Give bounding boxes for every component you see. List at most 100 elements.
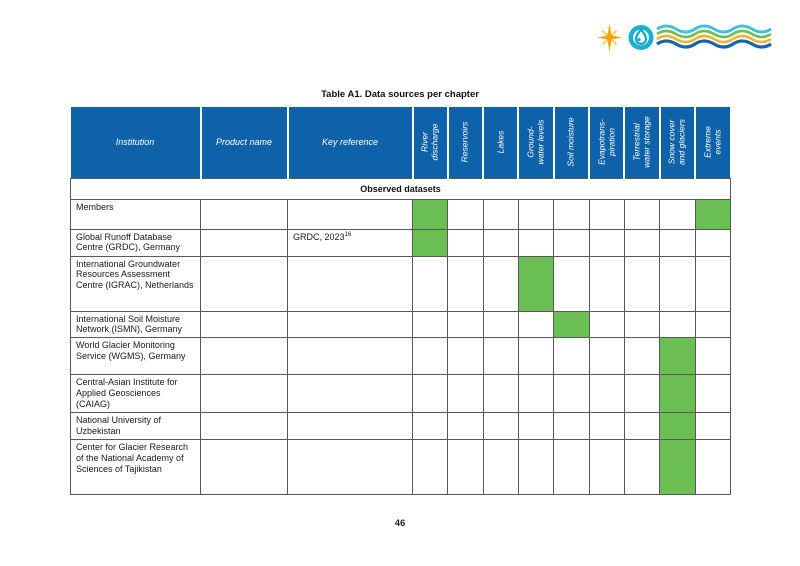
report-logo — [597, 23, 772, 52]
water-drop-icon — [628, 25, 654, 50]
table-row: Central-Asian Institute for Applied Geos… — [70, 374, 731, 414]
dataset-mark-cell — [553, 310, 590, 339]
empty-mark-cell — [447, 255, 484, 312]
empty-mark-cell — [517, 310, 555, 339]
empty-mark-cell — [588, 439, 625, 496]
key-reference-cell — [287, 255, 413, 312]
empty-mark-cell — [411, 310, 449, 339]
empty-mark-cell — [482, 412, 519, 441]
key-reference-cell — [287, 198, 413, 230]
column-header-rotated: Extreme events — [694, 107, 731, 178]
institution-cell: National University of Uzbekistan — [70, 412, 201, 441]
empty-mark-cell — [517, 228, 555, 257]
empty-mark-cell — [447, 439, 484, 496]
empty-mark-cell — [447, 228, 484, 257]
institution-cell: International Soil Moisture Network (ISM… — [70, 310, 201, 339]
empty-mark-cell — [694, 255, 731, 312]
empty-mark-cell — [588, 255, 625, 312]
column-header-rotated: Terrestrial water storage — [623, 107, 660, 178]
empty-mark-cell — [411, 374, 449, 414]
table-container: Institution Product name Key reference R… — [70, 107, 731, 496]
empty-mark-cell — [623, 337, 661, 376]
empty-mark-cell — [694, 439, 731, 496]
empty-mark-cell — [447, 337, 484, 376]
column-header-key-reference: Key reference — [286, 107, 413, 178]
table-row: Center for Glacier Research of the Natio… — [70, 439, 731, 496]
section-label: Observed datasets — [70, 177, 731, 200]
empty-mark-cell — [517, 337, 555, 376]
institution-cell: Members — [70, 198, 201, 230]
product-name-cell — [200, 374, 288, 414]
institution-cell: International Groundwater Resources Asse… — [70, 255, 201, 312]
empty-mark-cell — [623, 310, 661, 339]
column-header-product-name: Product name — [199, 107, 288, 178]
empty-mark-cell — [659, 310, 696, 339]
star-sparkle-icon — [597, 23, 622, 52]
key-reference-cell — [287, 439, 413, 496]
empty-mark-cell — [553, 198, 590, 230]
institution-cell: Central-Asian Institute for Applied Geos… — [70, 374, 201, 414]
key-reference-cell: GRDC, 202316 — [287, 228, 413, 257]
wavy-lines-icon — [656, 24, 772, 49]
empty-mark-cell — [517, 412, 555, 441]
column-header-rotated: Reservoirs — [446, 107, 484, 178]
empty-mark-cell — [553, 255, 590, 312]
column-header-institution: Institution — [70, 107, 201, 178]
empty-mark-cell — [553, 228, 590, 257]
column-header-rotated: Lakes — [482, 107, 519, 178]
empty-mark-cell — [588, 228, 625, 257]
empty-mark-cell — [588, 337, 625, 376]
product-name-cell — [200, 198, 288, 230]
empty-mark-cell — [694, 412, 731, 441]
empty-mark-cell — [517, 198, 555, 230]
empty-mark-cell — [447, 198, 484, 230]
dataset-mark-cell — [517, 255, 555, 312]
key-reference-cell — [287, 337, 413, 376]
empty-mark-cell — [447, 412, 484, 441]
page-number: 46 — [394, 518, 406, 529]
empty-mark-cell — [588, 412, 625, 441]
empty-mark-cell — [553, 412, 590, 441]
empty-mark-cell — [447, 310, 484, 339]
product-name-cell — [200, 255, 288, 312]
empty-mark-cell — [482, 228, 519, 257]
table-row: International Soil Moisture Network (ISM… — [70, 310, 731, 339]
section-row: Observed datasets — [70, 177, 731, 200]
empty-mark-cell — [482, 310, 519, 339]
empty-mark-cell — [517, 439, 555, 496]
empty-mark-cell — [623, 228, 661, 257]
empty-mark-cell — [482, 337, 519, 376]
empty-mark-cell — [659, 228, 696, 257]
column-header-rotated: Soil moisture — [552, 107, 590, 178]
table-row: National University of Uzbekistan — [70, 412, 731, 441]
table-row: World Glacier Monitoring Service (WGMS),… — [70, 337, 731, 376]
empty-mark-cell — [588, 198, 625, 230]
empty-mark-cell — [694, 337, 731, 376]
dataset-mark-cell — [694, 198, 731, 230]
empty-mark-cell — [694, 310, 731, 339]
product-name-cell — [200, 337, 288, 376]
empty-mark-cell — [411, 337, 449, 376]
empty-mark-cell — [482, 198, 519, 230]
empty-mark-cell — [694, 374, 731, 414]
empty-mark-cell — [623, 439, 661, 496]
empty-mark-cell — [482, 255, 519, 312]
key-reference-cell — [287, 374, 413, 414]
table-header-row: Institution Product name Key reference R… — [70, 107, 731, 178]
column-header-rotated: Ground- water levels — [517, 107, 554, 178]
product-name-cell — [200, 310, 288, 339]
empty-mark-cell — [588, 374, 625, 414]
empty-mark-cell — [623, 412, 661, 441]
product-name-cell — [200, 228, 288, 257]
dataset-mark-cell — [659, 412, 696, 441]
empty-mark-cell — [411, 439, 449, 496]
empty-mark-cell — [482, 439, 519, 496]
footnote-superscript: 16 — [344, 231, 352, 238]
empty-mark-cell — [659, 255, 696, 312]
empty-mark-cell — [553, 374, 590, 414]
table-title: Table A1. Data sources per chapter — [321, 89, 479, 100]
institution-cell: World Glacier Monitoring Service (WGMS),… — [70, 337, 201, 376]
dataset-mark-cell — [659, 374, 696, 414]
key-reference-cell — [287, 310, 413, 339]
